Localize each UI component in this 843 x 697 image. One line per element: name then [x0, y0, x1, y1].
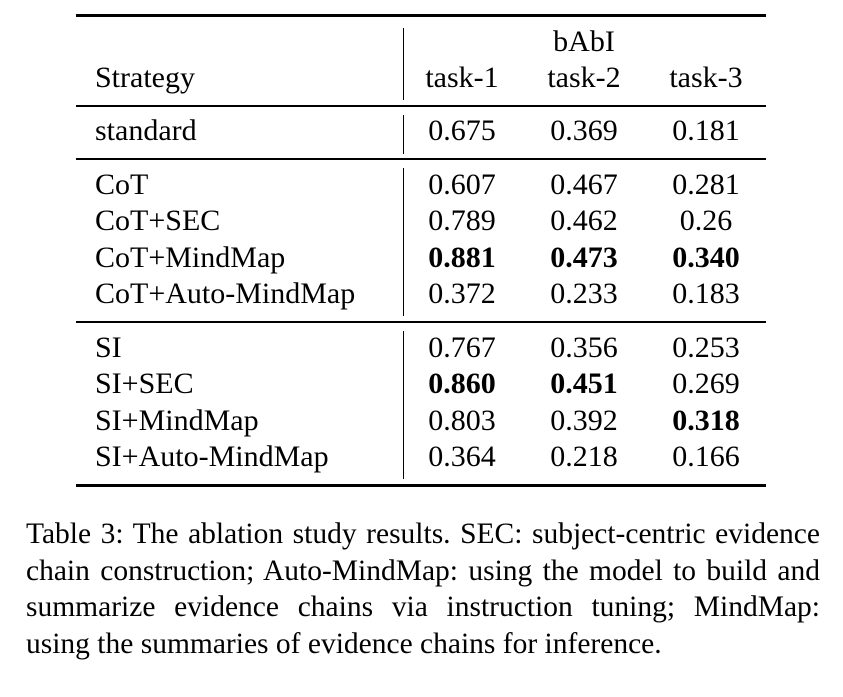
value-cell: 0.233 — [550, 277, 618, 310]
bottom-rule — [76, 484, 766, 487]
strategy-cell: standard — [95, 114, 197, 147]
top-rule — [76, 14, 766, 17]
group-rule-2 — [76, 321, 766, 323]
value-cell: 0.364 — [428, 440, 496, 473]
value-cell-best: 0.881 — [428, 241, 496, 274]
value-cell: 0.803 — [428, 404, 496, 437]
value-cell: 0.281 — [672, 168, 740, 201]
value-cell-best: 0.473 — [550, 241, 618, 274]
column-separator — [403, 331, 405, 479]
value-cell: 0.767 — [428, 331, 496, 364]
strategy-cell: SI+MindMap — [95, 404, 259, 437]
value-cell: 0.789 — [428, 204, 496, 237]
strategy-cell: CoT+SEC — [95, 204, 221, 237]
value-cell: 0.372 — [428, 277, 496, 310]
value-cell-best: 0.451 — [550, 367, 618, 400]
header-rule — [76, 105, 766, 107]
value-cell: 0.253 — [672, 331, 740, 364]
value-cell: 0.26 — [679, 204, 733, 237]
group-header: bAbI — [553, 25, 615, 58]
value-cell: 0.462 — [550, 204, 618, 237]
value-cell: 0.269 — [672, 367, 740, 400]
value-cell: 0.675 — [428, 114, 496, 147]
column-header: task-1 — [425, 61, 499, 94]
column-header: task-3 — [669, 61, 743, 94]
strategy-header: Strategy — [95, 61, 195, 94]
strategy-cell: CoT+Auto-MindMap — [95, 277, 356, 310]
strategy-cell: CoT — [95, 168, 149, 201]
value-cell: 0.166 — [672, 440, 740, 473]
value-cell: 0.356 — [550, 331, 618, 364]
value-cell: 0.607 — [428, 168, 496, 201]
strategy-cell: CoT+MindMap — [95, 241, 286, 274]
group-rule-1 — [76, 158, 766, 160]
table-caption: Table 3: The ablation study results. SEC… — [26, 518, 820, 660]
value-cell: 0.392 — [550, 404, 618, 437]
column-separator — [403, 115, 405, 154]
value-cell: 0.183 — [672, 277, 740, 310]
value-cell-best: 0.318 — [672, 404, 740, 437]
value-cell: 0.218 — [550, 440, 618, 473]
value-cell: 0.369 — [550, 114, 618, 147]
value-cell: 0.467 — [550, 168, 618, 201]
strategy-cell: SI — [95, 331, 122, 364]
column-header: task-2 — [547, 61, 621, 94]
value-cell-best: 0.860 — [428, 367, 496, 400]
column-separator — [403, 168, 405, 316]
results-table: bAbI Strategy task-1 task-2 task-3 stand… — [76, 0, 766, 490]
strategy-cell: SI+Auto-MindMap — [95, 440, 329, 473]
value-cell: 0.181 — [672, 114, 740, 147]
value-cell-best: 0.340 — [672, 241, 740, 274]
column-separator — [403, 28, 405, 100]
strategy-cell: SI+SEC — [95, 367, 194, 400]
